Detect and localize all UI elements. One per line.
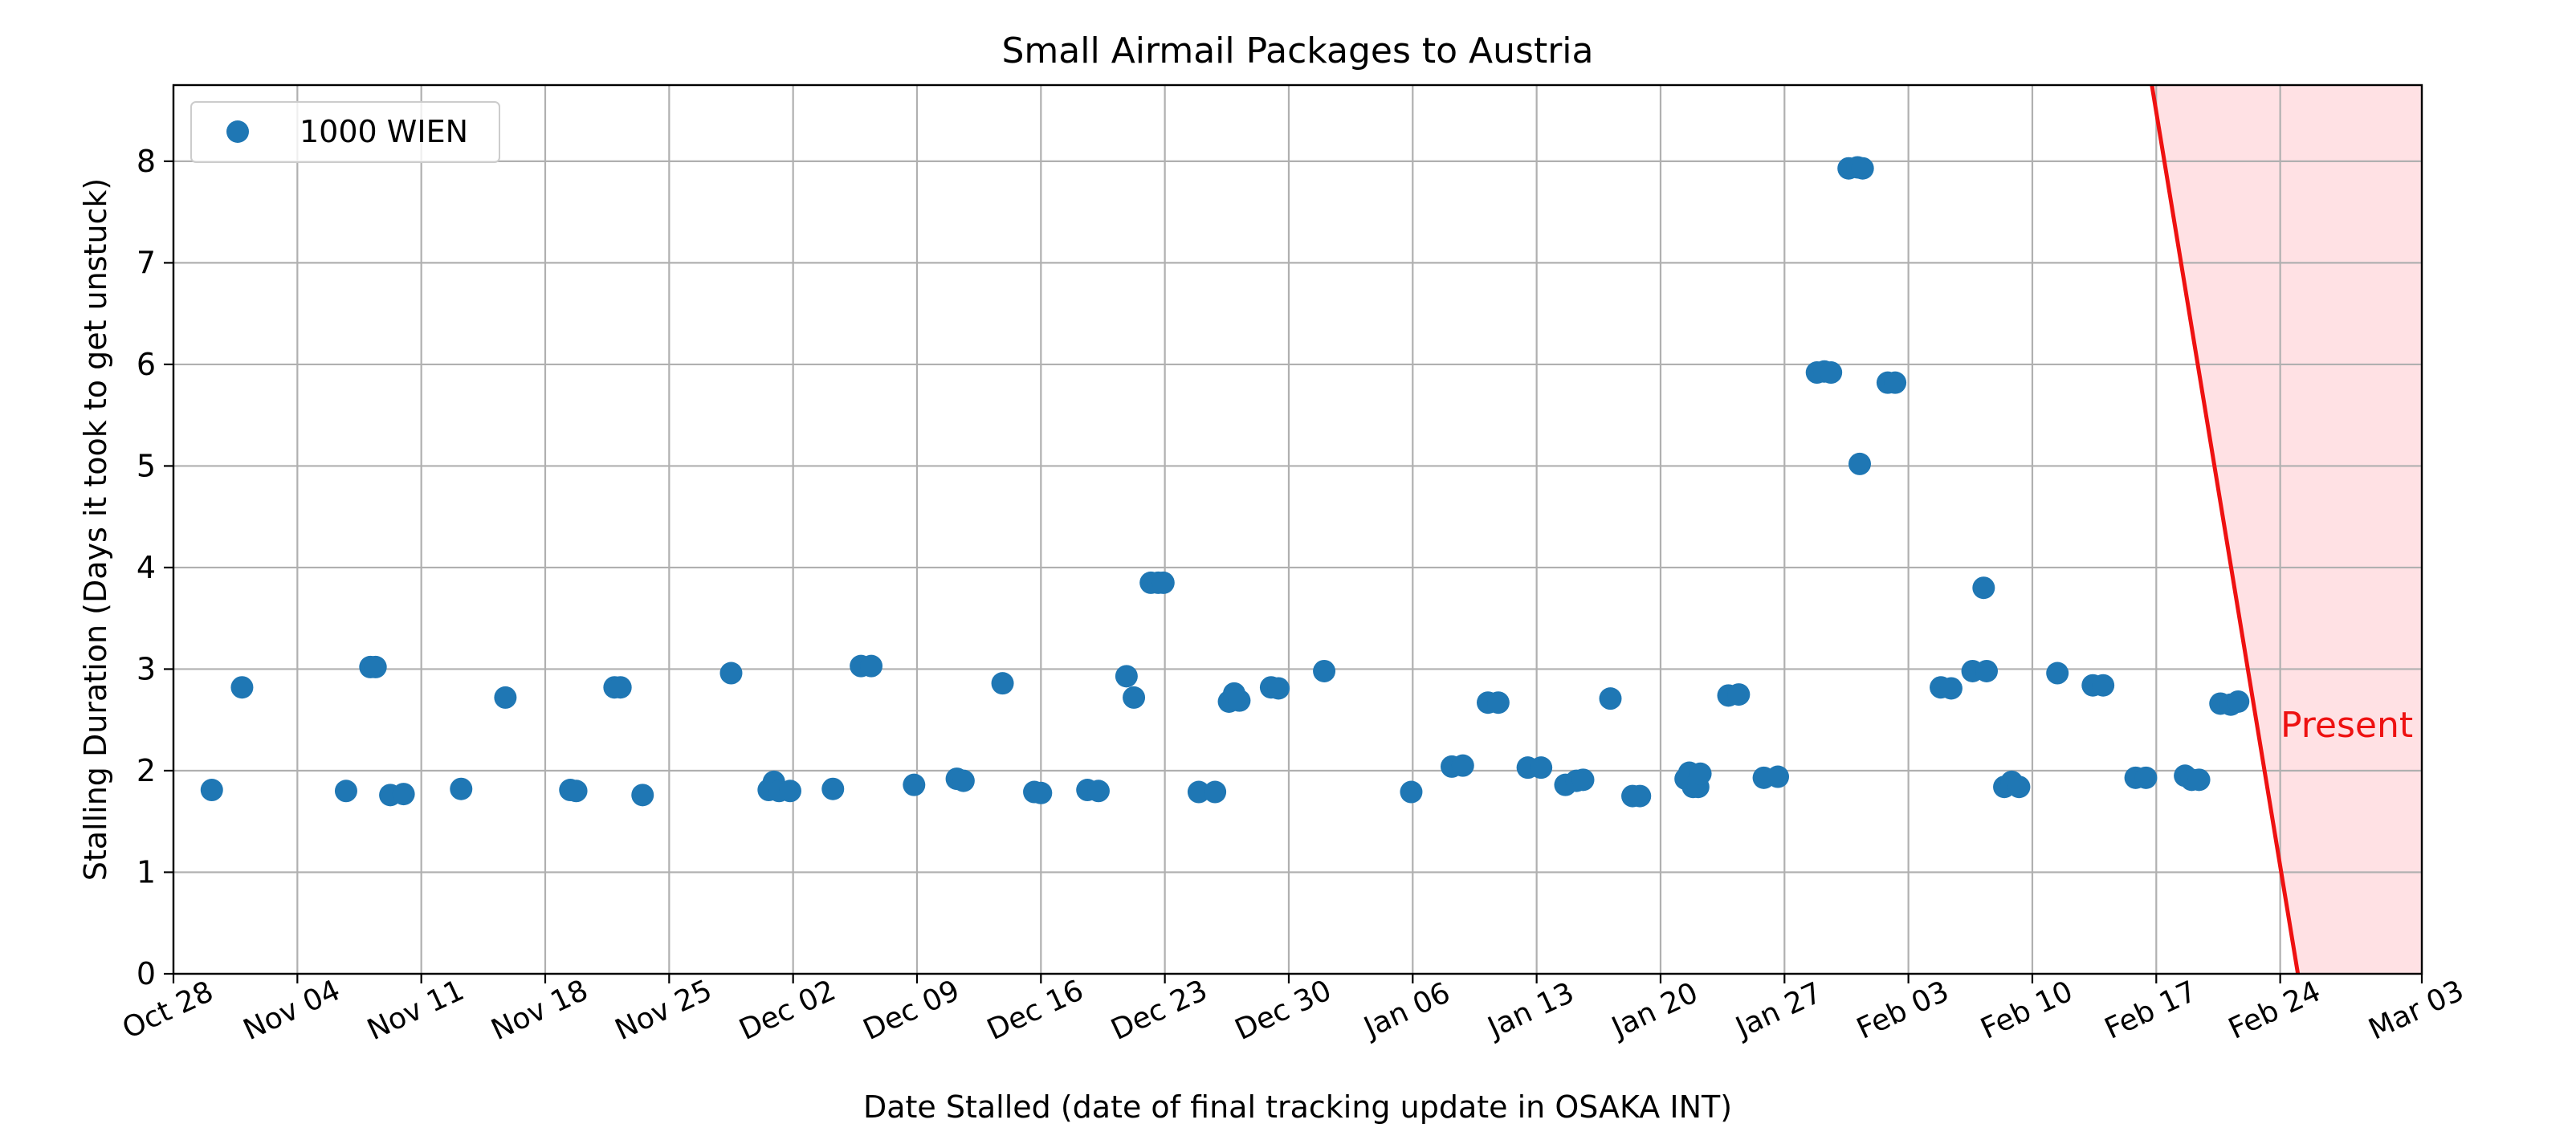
data-point (565, 780, 588, 803)
y-tick-label-3: 3 (137, 651, 156, 686)
data-point (1884, 371, 1907, 394)
data-point (860, 654, 883, 678)
data-point (1851, 157, 1874, 180)
data-point (2187, 768, 2211, 792)
data-point (392, 783, 415, 806)
y-tick-label-5: 5 (137, 448, 156, 483)
data-point (2046, 662, 2069, 685)
data-point (1939, 677, 1963, 700)
data-point (1571, 768, 1595, 792)
data-point (719, 662, 743, 685)
data-point (2227, 690, 2250, 713)
data-point (1228, 689, 1251, 712)
data-point (1029, 781, 1053, 804)
data-point (450, 777, 473, 800)
plot-area (172, 83, 2423, 975)
data-point (1689, 762, 1712, 785)
data-point (1313, 659, 1336, 682)
data-point (1628, 784, 1652, 808)
present-shaded-region (2151, 85, 2422, 974)
data-point (1187, 780, 1210, 804)
data-point (1727, 683, 1751, 706)
data-point (1123, 686, 1146, 709)
data-point (364, 655, 387, 678)
present-line (2150, 84, 2301, 975)
data-point (903, 773, 926, 796)
data-point (1115, 665, 1138, 688)
y-tick-label-7: 7 (137, 245, 156, 280)
data-point (991, 672, 1014, 695)
data-point (1486, 691, 1510, 714)
legend-label: 1000 WIEN (300, 114, 468, 149)
data-point (230, 676, 254, 699)
x-axis-label: Date Stalled (date of final tracking upd… (863, 1089, 1732, 1125)
data-point (1267, 677, 1290, 700)
data-point (1599, 687, 1622, 710)
data-point (334, 780, 357, 803)
data-point (631, 784, 654, 807)
data-point (1151, 571, 1175, 594)
legend-box (190, 101, 500, 163)
axes-frame (172, 83, 2423, 975)
data-point (2092, 674, 2115, 697)
axes-background (173, 85, 2422, 974)
data-point (1451, 754, 1474, 777)
data-point (1767, 765, 1790, 788)
data-point (1400, 780, 1423, 804)
y-tick-label-6: 6 (137, 347, 156, 382)
legend: 1000 WIEN (190, 101, 500, 163)
y-tick-label-8: 8 (137, 144, 156, 179)
chart-title: Small Airmail Packages to Austria (1002, 31, 1594, 71)
data-point (1848, 452, 1871, 475)
data-point (1530, 756, 1553, 780)
data-point (1086, 780, 1110, 803)
y-tick-label-4: 4 (137, 550, 156, 585)
y-axis-label: Stalling Duration (Days it took to get u… (78, 178, 113, 881)
present-label: Present (2280, 705, 2413, 746)
data-point (952, 769, 975, 792)
data-point (494, 686, 517, 709)
y-tick-label-2: 2 (137, 753, 156, 788)
y-tick-label-1: 1 (137, 854, 156, 889)
data-point (609, 676, 632, 699)
y-tick-label-0: 0 (137, 956, 156, 991)
y-axis-ticks: 0 1 2 3 4 5 6 7 8 (137, 144, 173, 991)
data-point (2007, 776, 2031, 799)
data-point (1204, 780, 1227, 804)
legend-marker (226, 120, 249, 143)
data-point (2134, 766, 2158, 789)
data-point (200, 779, 223, 802)
data-point (778, 780, 801, 803)
data-point (1820, 361, 1843, 385)
data-point (821, 777, 845, 800)
data-point (1975, 659, 1999, 682)
data-point (1972, 576, 1995, 600)
series-1000-wien-points (200, 156, 2250, 808)
